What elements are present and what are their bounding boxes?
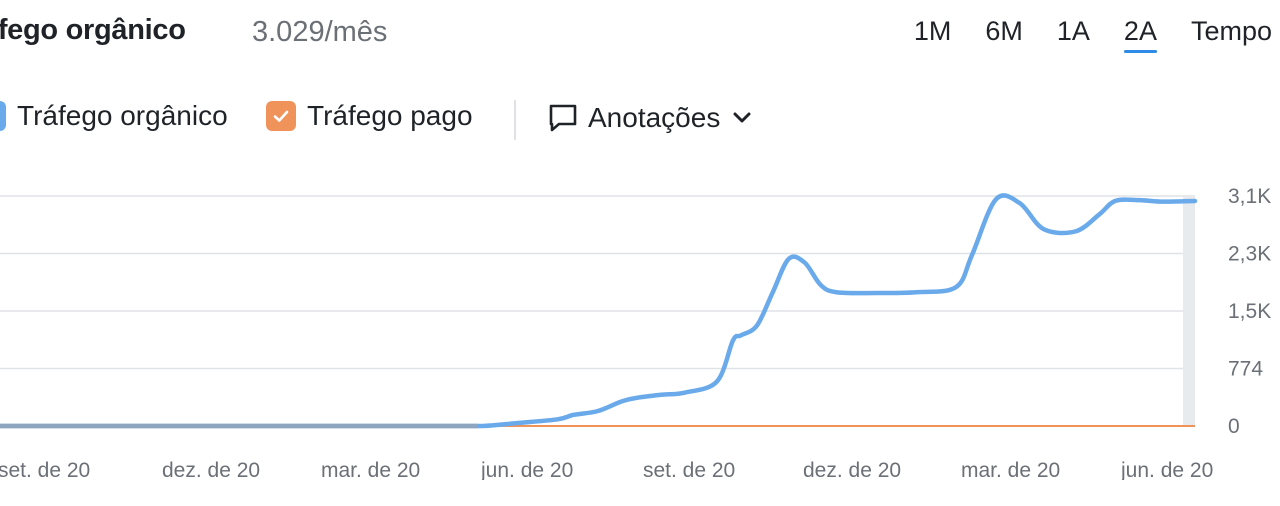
legend-organic-toggle[interactable]: Tráfego orgânico xyxy=(0,100,228,132)
traffic-metric: 3.029/mês xyxy=(252,16,388,48)
organic-checkbox[interactable] xyxy=(0,101,6,131)
legend-organic-label: Tráfego orgânico xyxy=(17,100,228,131)
x-tick-label: jun. de 20 xyxy=(480,459,573,482)
legend-paid-label: Tráfego pago xyxy=(307,100,473,131)
y-tick-label: 0 xyxy=(1228,415,1240,438)
chart-legend: Tráfego orgânico Tráfego pago xyxy=(0,98,1280,142)
annotations-dropdown[interactable]: Anotações xyxy=(548,102,752,134)
speech-bubble-icon xyxy=(549,104,577,132)
y-tick-label: 1,5K xyxy=(1228,300,1271,323)
x-tick-label: mar. de 20 xyxy=(321,459,420,482)
period-1a[interactable]: 1A xyxy=(1056,16,1090,46)
paid-checkbox[interactable] xyxy=(266,101,296,131)
chart-title: áfego orgânico xyxy=(0,14,186,46)
x-tick-label: set. de 20 xyxy=(0,459,90,482)
x-tick-label: jun. de 20 xyxy=(1120,459,1213,482)
period-selector: 1M 6M 1A 2A Tempo xyxy=(880,16,1272,53)
y-tick-label: 3,1K xyxy=(1228,185,1271,208)
x-tick-label: set. de 20 xyxy=(643,459,735,482)
annotations-label: Anotações xyxy=(588,102,721,133)
y-tick-label: 2,3K xyxy=(1228,243,1271,266)
traffic-line-chart: 3,1K 2,3K 1,5K 774 0 set. de 20 dez. de 20 mar.… xyxy=(0,185,1271,482)
period-2a[interactable]: 2A xyxy=(1123,16,1157,53)
check-icon xyxy=(273,110,289,122)
period-tempo[interactable]: Tempo xyxy=(1190,16,1272,46)
x-tick-label: dez. de 20 xyxy=(803,459,901,482)
x-tick-label: dez. de 20 xyxy=(162,459,260,482)
legend-paid-toggle[interactable]: Tráfego pago xyxy=(266,100,473,132)
chevron-down-icon xyxy=(733,112,751,123)
x-tick-label: mar. de 20 xyxy=(961,459,1060,482)
legend-divider xyxy=(514,100,516,140)
y-tick-label: 774 xyxy=(1228,358,1263,381)
period-6m[interactable]: 6M xyxy=(985,16,1023,46)
chart-header: áfego orgânico 3.029/mês 1M 6M 1A 2A Tem… xyxy=(0,0,1280,75)
current-period-band xyxy=(1183,196,1195,426)
period-1m[interactable]: 1M xyxy=(913,16,952,46)
